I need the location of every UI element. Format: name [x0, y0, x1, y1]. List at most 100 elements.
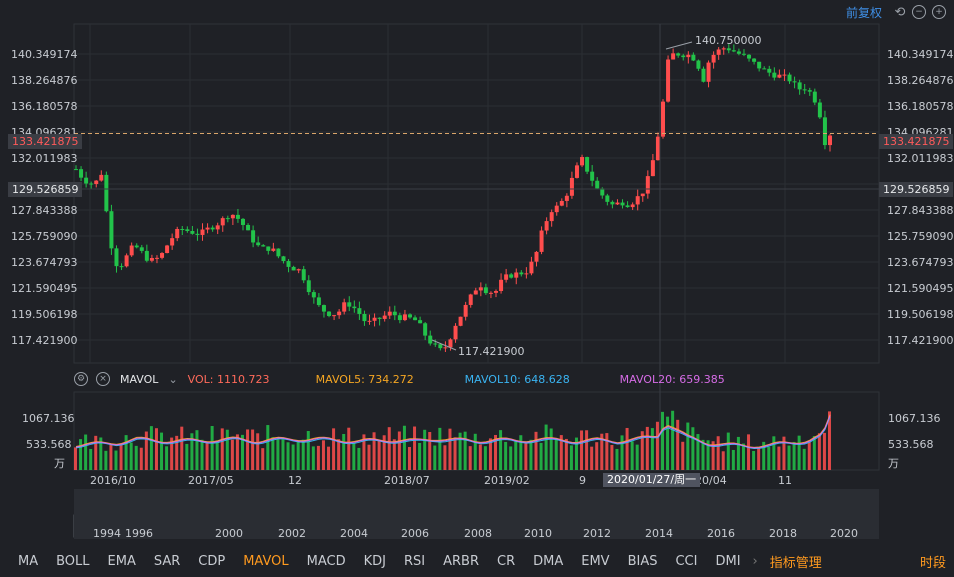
tab-dma[interactable]: DMA [533, 553, 564, 569]
volume-bar [574, 437, 578, 470]
tab-emv[interactable]: EMV [581, 553, 610, 569]
price-tick: 117.421900 [11, 334, 78, 347]
price-tick: 123.674793 [887, 256, 954, 269]
tab-rsi[interactable]: RSI [403, 553, 426, 569]
candle-body [817, 102, 822, 118]
candle-body [413, 317, 418, 321]
zoom-out-icon[interactable]: − [912, 5, 926, 19]
volume-tick: 533.568 [888, 438, 934, 451]
candle-body [119, 266, 124, 268]
nav-year: 2002 [278, 527, 306, 540]
volume-bar [726, 432, 730, 470]
tab-ma[interactable]: MA [18, 553, 39, 569]
volume-bar [529, 439, 533, 470]
price-adjust-toggle[interactable]: 前复权 [845, 5, 882, 20]
tab-sar[interactable]: SAR [153, 553, 181, 569]
volume-bar [731, 449, 735, 470]
chevron-down-icon[interactable]: ⌄ [168, 372, 178, 386]
volume-bar [671, 410, 675, 470]
tab-bias[interactable]: BIAS [627, 553, 658, 569]
time-tick: 2016/10 [90, 474, 136, 487]
candle-body [215, 225, 220, 230]
volume-bar [514, 440, 518, 470]
tab-dmi[interactable]: DMI [715, 553, 741, 569]
volume-bar [549, 428, 553, 470]
candle-body [220, 218, 225, 226]
zoom-in-icon[interactable]: + [932, 5, 946, 19]
candle-body [524, 273, 529, 275]
volume-bar [160, 432, 164, 470]
range-navigator[interactable] [74, 489, 879, 539]
candle-body [762, 68, 767, 70]
volume-bar [448, 428, 452, 470]
candle-body [235, 214, 240, 219]
period-button[interactable]: 时段 [919, 555, 946, 571]
nav-year: 2020 [830, 527, 858, 540]
volume-bar [367, 444, 371, 470]
tab-kdj[interactable]: KDJ [363, 553, 386, 569]
volume-bar [661, 411, 665, 470]
settings-icon[interactable]: ⚙ [74, 372, 88, 386]
candle-body [539, 230, 544, 252]
indicator-name[interactable]: MAVOL [120, 372, 159, 386]
volume-bar [286, 442, 290, 470]
volume-bar [569, 445, 573, 470]
candle-body [812, 91, 817, 103]
candle-body [433, 343, 438, 345]
candle-body [605, 195, 610, 202]
candle-body [230, 214, 235, 219]
candle-body [549, 212, 554, 222]
time-tick: 2019/02 [484, 474, 530, 487]
candle-body [286, 261, 291, 267]
volume-bar [291, 444, 295, 470]
volume-bar [504, 441, 508, 470]
high-price-label: 140.750000 [695, 34, 762, 47]
candle-body [615, 202, 620, 205]
volume-bar [559, 435, 563, 470]
volume-bar [89, 448, 93, 470]
price-tick: 132.011983 [887, 152, 954, 165]
candle-body [514, 272, 519, 278]
tab-ema[interactable]: EMA [107, 553, 136, 569]
nav-year: 2004 [340, 527, 368, 540]
volume-bar [352, 443, 356, 470]
nav-year: 1994 [93, 527, 121, 540]
candle-body [468, 294, 473, 305]
indicator-manage-button[interactable]: 指标管理 [769, 555, 822, 571]
chevron-right-icon[interactable]: › [752, 553, 758, 569]
candle-body [473, 290, 478, 295]
close-icon[interactable]: × [96, 372, 110, 386]
candle-body [544, 221, 549, 231]
candle-body [256, 242, 261, 246]
tab-cr[interactable]: CR [497, 553, 516, 569]
candle-body [529, 261, 534, 274]
price-tick: 121.590495 [887, 282, 954, 295]
time-tick: 11 [778, 474, 792, 487]
volume-tick: 533.568 [26, 438, 72, 451]
candle-body [483, 287, 488, 294]
nav-year: 2000 [215, 527, 243, 540]
candle-body [94, 180, 99, 185]
candle-body [731, 50, 736, 52]
candle-body [590, 171, 595, 181]
candle-body [109, 211, 114, 249]
tab-mavol[interactable]: MAVOL [243, 553, 289, 569]
top-toolbar: 前复权 ⟲ − + [846, 3, 946, 21]
tab-cdp[interactable]: CDP [198, 553, 226, 569]
volume-bar [301, 439, 305, 470]
volume-bar [342, 433, 346, 470]
tab-arbr[interactable]: ARBR [443, 553, 479, 569]
price-plot-area [73, 23, 880, 364]
tab-boll[interactable]: BOLL [56, 553, 90, 569]
price-tick: 138.264876 [887, 74, 954, 87]
candle-body [635, 196, 640, 205]
volume-bar [524, 443, 528, 470]
candle-body [671, 53, 676, 60]
volume-bar [650, 428, 654, 470]
tab-cci[interactable]: CCI [675, 553, 698, 569]
price-tick: 140.349174 [887, 48, 954, 61]
volume-bar [807, 442, 811, 470]
undo-icon[interactable]: ⟲ [894, 4, 906, 20]
tab-macd[interactable]: MACD [306, 553, 346, 569]
